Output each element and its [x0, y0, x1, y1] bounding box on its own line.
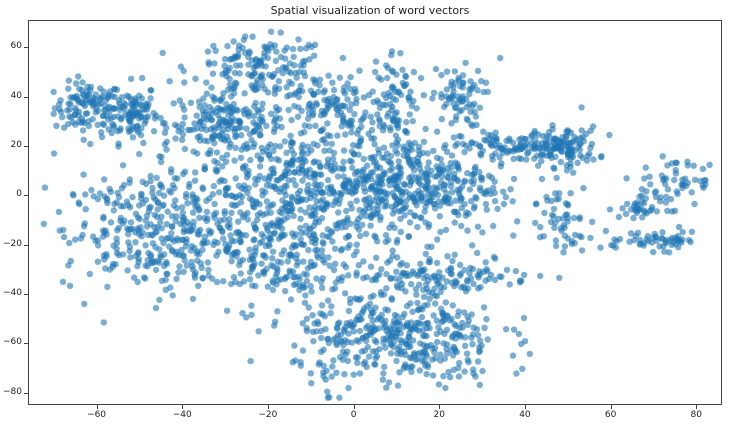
x-tick-label: 80: [690, 410, 702, 420]
plot-area: [28, 20, 722, 405]
y-tick-label: 60: [10, 41, 22, 52]
y-tick-mark: [24, 244, 28, 246]
x-tick-mark: [524, 405, 526, 409]
x-tick-mark: [182, 405, 184, 409]
y-tick-label: 40: [10, 90, 22, 101]
scatter-points: [40, 28, 713, 401]
x-tick-label: 20: [433, 410, 445, 420]
y-tick-mark: [24, 343, 28, 345]
y-tick-label: 20: [10, 139, 22, 150]
x-tick-mark: [353, 405, 355, 409]
x-tick-mark: [267, 405, 269, 409]
x-tick-label: −40: [172, 410, 192, 420]
x-tick-mark: [610, 405, 612, 409]
y-tick-mark: [24, 195, 28, 197]
x-tick-label: −60: [87, 410, 107, 420]
y-tick-mark: [24, 293, 28, 295]
y-tick-mark: [24, 47, 28, 49]
y-tick-label: −80: [3, 386, 22, 397]
x-tick-mark: [696, 405, 698, 409]
x-tick-label: 60: [604, 410, 617, 420]
x-tick-mark: [439, 405, 441, 409]
y-tick-label: 0: [16, 189, 22, 200]
y-tick-mark: [24, 96, 28, 98]
y-tick-mark: [24, 145, 28, 147]
x-tick-label: 0: [350, 410, 357, 420]
y-tick-label: −20: [3, 238, 22, 249]
chart-title: Spatial visualization of word vectors: [270, 4, 470, 17]
y-tick-label: −40: [3, 287, 22, 298]
x-tick-label: −20: [258, 410, 278, 420]
y-tick-label: −60: [3, 337, 22, 348]
x-tick-mark: [96, 405, 98, 409]
y-tick-mark: [24, 392, 28, 394]
x-tick-label: 40: [519, 410, 531, 420]
